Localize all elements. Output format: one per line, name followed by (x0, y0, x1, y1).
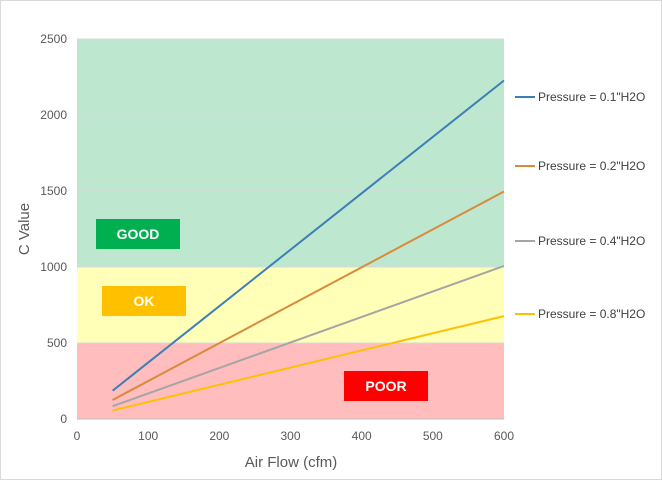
zone-label-good: GOOD (117, 226, 160, 242)
zone-label-box-good (96, 219, 180, 249)
grid-layer (77, 38, 504, 344)
y-axis-title: C Value (16, 203, 33, 255)
x-tick-label-0: 0 (74, 429, 81, 443)
legend-label-1: Pressure = 0.1"H2O (538, 90, 645, 104)
zone-label-poor: POOR (365, 378, 406, 394)
y-tick-label-0: 0 (60, 412, 67, 426)
y-tick-label-2000: 2000 (40, 108, 67, 122)
legend: Pressure = 0.1"H2O Pressure = 0.2"H2O Pres… (515, 90, 645, 321)
x-tick-label-200: 200 (209, 429, 229, 443)
series-line-3 (112, 264, 505, 408)
y-tick-label-500: 500 (47, 336, 67, 350)
series-line-2 (112, 190, 505, 401)
x-axis-title: Air Flow (cfm) (245, 454, 338, 471)
series-layer (111, 79, 505, 412)
zone-band-poor (77, 343, 504, 419)
axes-layer: 0 100 200 300 400 500 600 0 500 1000 1500 2000 2500 (40, 32, 514, 443)
series-line-1 (111, 79, 505, 392)
zone-labels-layer: GOOD OK POOR (96, 219, 428, 401)
zone-label-ok: OK (134, 293, 155, 309)
y-tick-label-1500: 1500 (40, 184, 67, 198)
series-line-4 (112, 315, 505, 412)
x-tick-label-300: 300 (280, 429, 300, 443)
legend-label-4: Pressure = 0.8"H2O (538, 307, 645, 321)
legend-label-2: Pressure = 0.2"H2O (538, 159, 645, 173)
x-tick-label-100: 100 (138, 429, 158, 443)
legend-label-3: Pressure = 0.4"H2O (538, 234, 645, 248)
x-tick-label-400: 400 (352, 429, 372, 443)
x-tick-label-500: 500 (423, 429, 443, 443)
zone-label-box-poor (344, 371, 428, 401)
x-tick-label-600: 600 (494, 429, 514, 443)
y-tick-label-2500: 2500 (40, 32, 67, 46)
y-tick-label-1000: 1000 (40, 260, 67, 274)
zone-label-box-ok (102, 286, 186, 316)
